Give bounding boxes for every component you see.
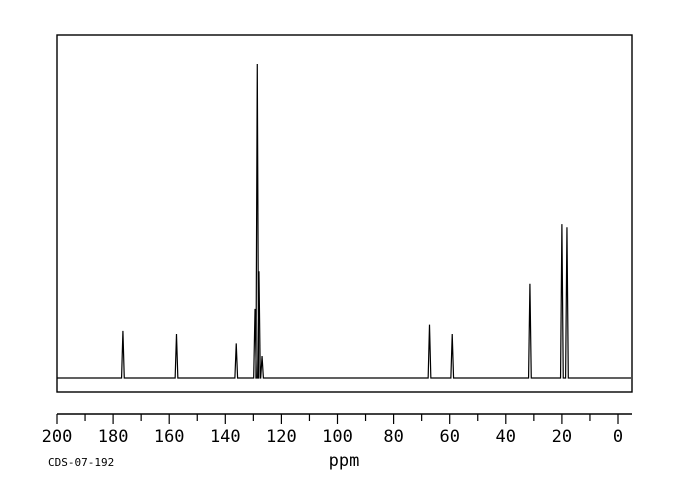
x-axis-tick-label: 160 (154, 427, 185, 447)
x-axis-tick-label: 60 (439, 427, 459, 447)
x-axis-tick-label: 180 (98, 427, 129, 447)
sample-code-label: CDS-07-192 (48, 456, 114, 469)
x-axis-tick-label: 20 (552, 427, 572, 447)
spectrum-trace (57, 63, 631, 379)
plot-frame (56, 34, 633, 393)
x-axis-tick-label: 200 (42, 427, 73, 447)
x-axis: 200 180 160 140 120 100 80 60 40 20 0 (42, 413, 632, 447)
x-axis-label: ppm (329, 451, 360, 471)
trace-path (57, 63, 631, 379)
x-axis-tick-label: 100 (322, 427, 353, 447)
x-axis-tick-label: 80 (383, 427, 403, 447)
x-axis-tick-label: 0 (613, 427, 623, 447)
x-axis-tick-label: 140 (210, 427, 241, 447)
x-axis-ticks (56, 414, 619, 424)
x-axis-tick-labels: 200 180 160 140 120 100 80 60 40 20 0 (42, 427, 623, 447)
x-axis-tick-label: 40 (496, 427, 516, 447)
x-axis-tick-label: 120 (266, 427, 297, 447)
